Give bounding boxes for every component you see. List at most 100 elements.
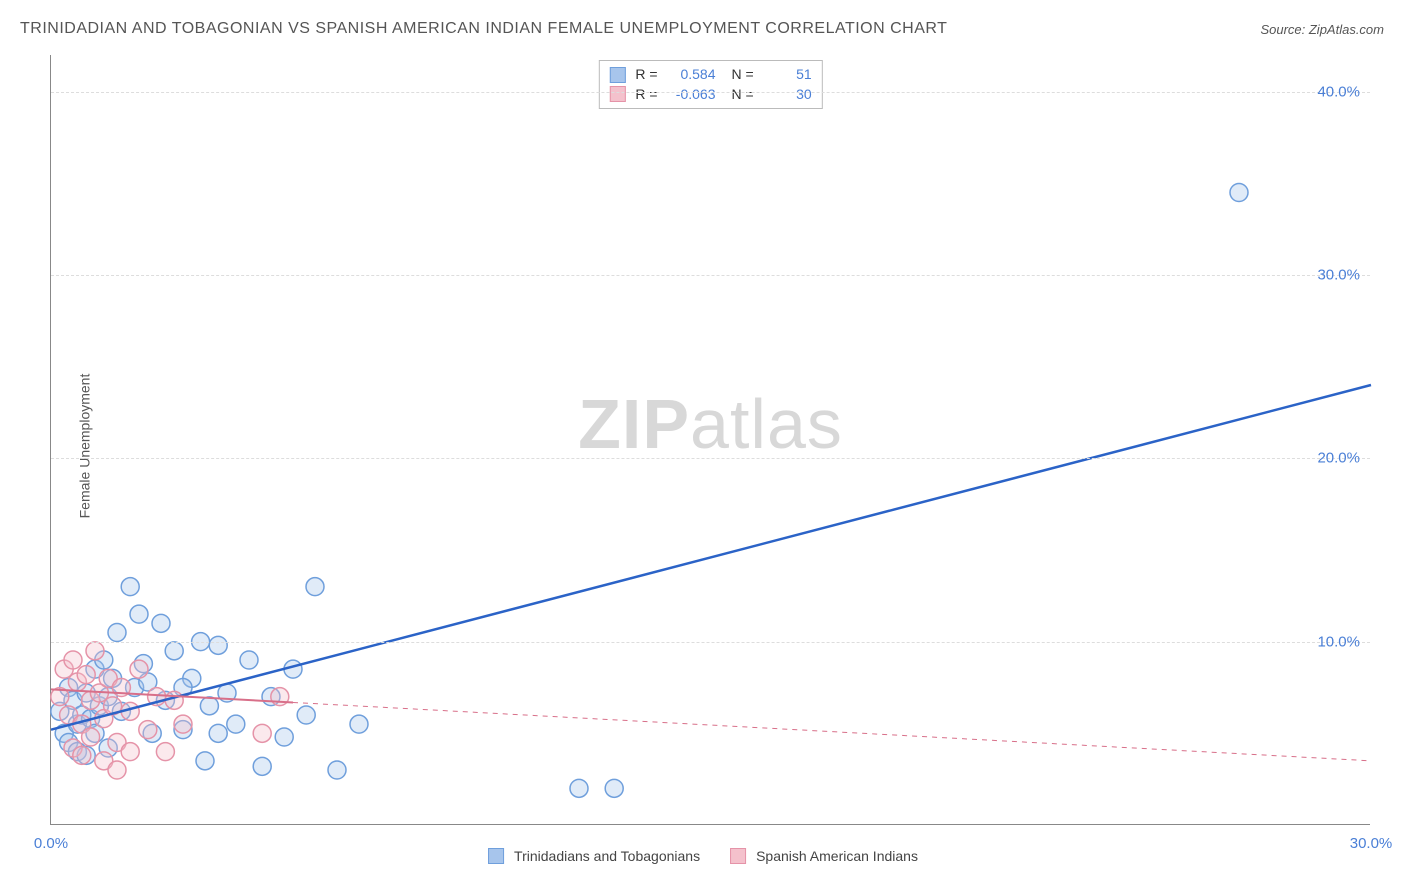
data-point	[126, 679, 144, 697]
watermark-bold: ZIP	[578, 385, 690, 463]
gridline	[51, 275, 1370, 276]
data-point	[209, 724, 227, 742]
data-point	[134, 655, 152, 673]
data-point	[108, 734, 126, 752]
n-label: N =	[732, 85, 754, 105]
r-value: -0.063	[664, 85, 716, 105]
data-point	[90, 684, 108, 702]
data-point	[64, 691, 82, 709]
trend-line-dashed	[293, 702, 1371, 760]
gridline	[51, 458, 1370, 459]
data-point	[165, 642, 183, 660]
source-prefix: Source:	[1260, 22, 1308, 37]
legend-label: Trinidadians and Tobagonians	[514, 848, 700, 864]
data-point	[112, 702, 130, 720]
data-point	[218, 684, 236, 702]
plot-area: ZIPatlas R = 0.584 N = 51R = -0.063 N = 30 10.…	[50, 55, 1370, 825]
data-point	[95, 710, 113, 728]
legend-item: Trinidadians and Tobagonians	[488, 848, 700, 864]
data-point	[95, 651, 113, 669]
data-point	[60, 734, 78, 752]
gridline	[51, 642, 1370, 643]
data-point	[152, 614, 170, 632]
y-tick-label: 30.0%	[1317, 267, 1360, 284]
source-attribution: Source: ZipAtlas.com	[1260, 22, 1384, 37]
data-point	[130, 660, 148, 678]
data-point	[73, 715, 91, 733]
r-value: 0.584	[664, 65, 716, 85]
r-label: R =	[635, 85, 657, 105]
data-point	[297, 706, 315, 724]
correlation-legend: R = 0.584 N = 51R = -0.063 N = 30	[598, 60, 822, 109]
data-point	[77, 684, 95, 702]
data-point	[82, 710, 100, 728]
data-point	[82, 691, 100, 709]
data-point	[156, 743, 174, 761]
data-point	[51, 702, 69, 720]
y-tick-label: 40.0%	[1317, 83, 1360, 100]
x-tick-label: 0.0%	[34, 835, 68, 852]
data-point	[253, 724, 271, 742]
data-point	[99, 688, 117, 706]
legend-swatch	[609, 86, 625, 102]
data-point	[570, 779, 588, 797]
data-point	[121, 702, 139, 720]
y-tick-label: 20.0%	[1317, 450, 1360, 467]
data-point	[60, 679, 78, 697]
chart-container: TRINIDADIAN AND TOBAGONIAN VS SPANISH AM…	[0, 0, 1406, 892]
data-point	[156, 691, 174, 709]
data-point	[73, 746, 91, 764]
data-point	[86, 660, 104, 678]
data-point	[60, 706, 78, 724]
data-point	[183, 669, 201, 687]
data-point	[104, 669, 122, 687]
data-point	[99, 669, 117, 687]
data-point	[112, 679, 130, 697]
data-point	[605, 779, 623, 797]
watermark: ZIPatlas	[578, 384, 843, 464]
legend-corr-row: R = -0.063 N = 30	[609, 85, 811, 105]
legend-swatch	[730, 848, 746, 864]
data-point	[174, 721, 192, 739]
svg-plot-layer	[51, 55, 1370, 824]
data-point	[148, 688, 166, 706]
n-value: 30	[760, 85, 812, 105]
data-point	[165, 691, 183, 709]
data-point	[143, 724, 161, 742]
data-point	[90, 697, 108, 715]
trend-line-solid	[51, 385, 1371, 730]
data-point	[350, 715, 368, 733]
data-point	[108, 624, 126, 642]
data-point	[121, 743, 139, 761]
data-point	[86, 642, 104, 660]
data-point	[306, 578, 324, 596]
data-point	[130, 605, 148, 623]
data-point	[174, 679, 192, 697]
data-point	[1230, 184, 1248, 202]
data-point	[108, 761, 126, 779]
data-point	[73, 706, 91, 724]
source-name: ZipAtlas.com	[1309, 22, 1384, 37]
data-point	[104, 697, 122, 715]
legend-item: Spanish American Indians	[730, 848, 918, 864]
legend-swatch	[609, 67, 625, 83]
n-label: N =	[732, 65, 754, 85]
data-point	[271, 688, 289, 706]
data-point	[86, 724, 104, 742]
data-point	[99, 739, 117, 757]
n-value: 51	[760, 65, 812, 85]
watermark-rest: atlas	[690, 385, 843, 463]
x-tick-label: 30.0%	[1350, 835, 1393, 852]
data-point	[64, 739, 82, 757]
data-point	[64, 651, 82, 669]
series-legend: Trinidadians and Tobagonians Spanish Amer…	[488, 848, 918, 864]
data-point	[209, 636, 227, 654]
data-point	[55, 660, 73, 678]
y-tick-label: 10.0%	[1317, 633, 1360, 650]
data-point	[77, 746, 95, 764]
data-point	[51, 688, 69, 706]
data-point	[68, 743, 86, 761]
data-point	[82, 728, 100, 746]
data-point	[121, 578, 139, 596]
data-point	[328, 761, 346, 779]
